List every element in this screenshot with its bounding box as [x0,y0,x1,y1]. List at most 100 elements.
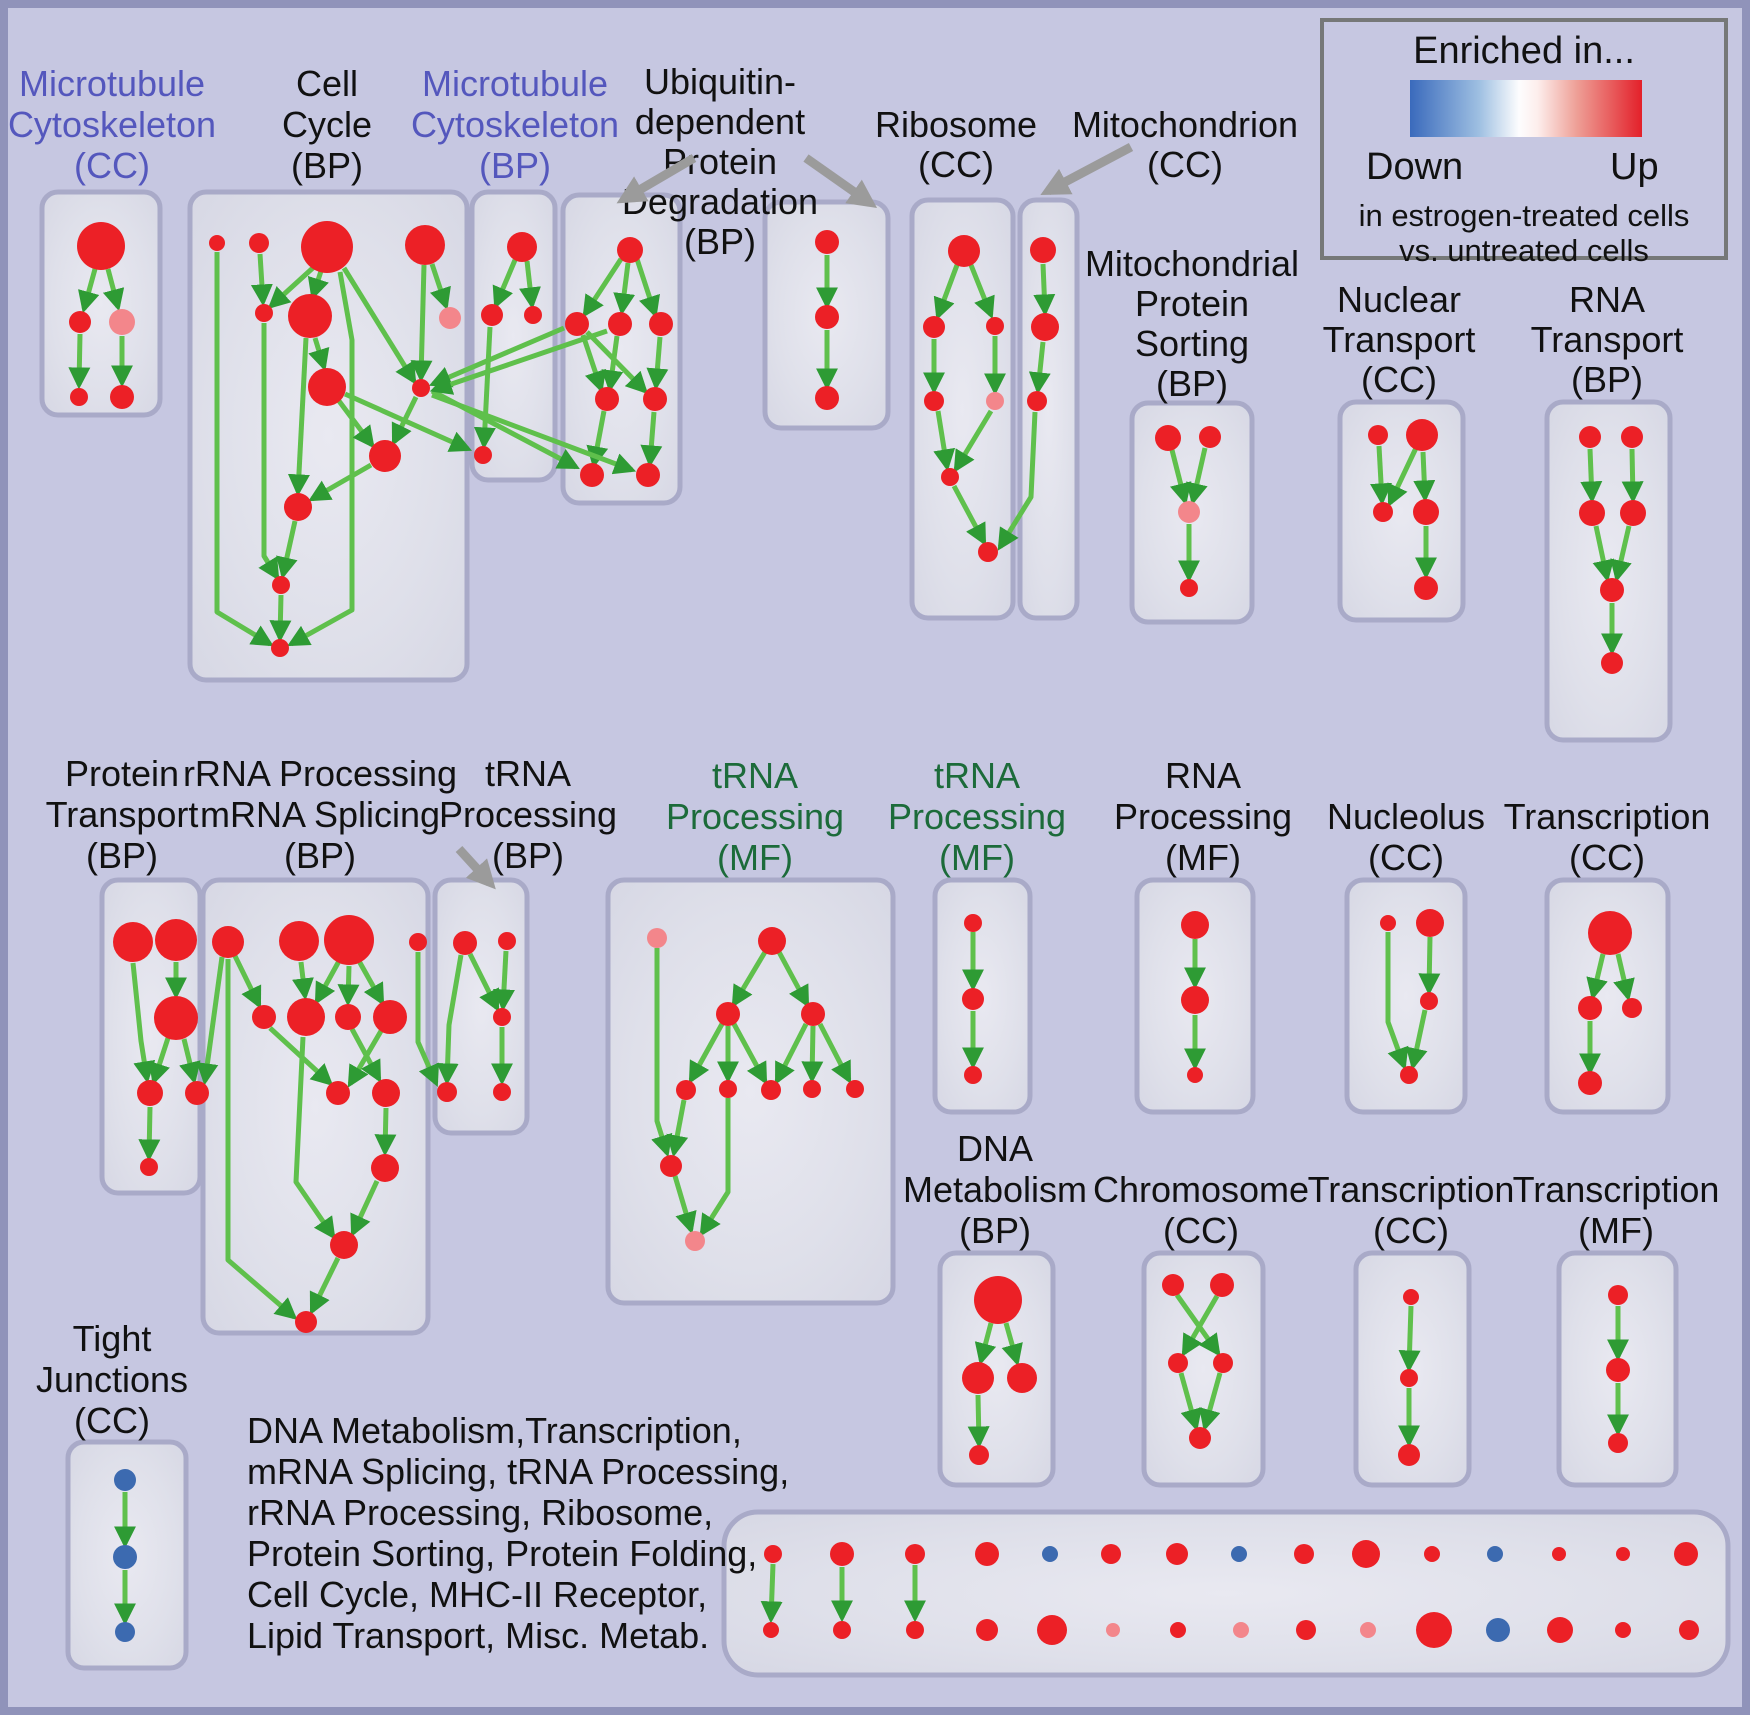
gene-set-node-ubiq-degradation-1-5 [643,387,667,411]
legend-subtitle-1: in estrogen-treated cells [1358,198,1690,233]
cluster-box-microtubule-cc [39,189,163,418]
edge-arrow-trna-processing-bp-1 [492,950,515,1012]
cluster-label-ribosome: Ribosome (CC) [875,104,1037,185]
edge-arrow-nucleolus-0 [1418,936,1441,996]
gene-set-node-trna-processing-mf-1-6 [761,1080,781,1100]
gene-set-node-misc-metabolism-strip-0 [764,1545,782,1563]
cluster-label-rrna-processing-mrna-splicing: rRNA Processing mRNA Splicing (BP) [183,753,457,876]
gene-set-node-ubiq-degradation-2-0 [815,230,839,254]
gene-set-node-misc-metabolism-strip-19 [1037,1615,1067,1645]
gene-set-node-rna-transport-5 [1601,652,1623,674]
edge-arrow-microtubule-bp-1 [519,260,541,310]
gene-set-node-cell-cycle-6 [439,307,461,329]
edge-arrow-transcription-cc-1-1 [1613,953,1635,1002]
gene-set-node-microtubule-cc-1 [69,311,91,333]
gene-set-node-protein-transport-5 [140,1158,158,1176]
gene-set-node-trna-processing-mf-1-2 [716,1002,740,1026]
legend-title: Enriched in... [1413,30,1635,72]
edge-arrow-trna-processing-mf-1-2 [688,1022,725,1084]
gene-set-node-microtubule-bp-2 [524,306,542,324]
edge-arrow-ubiq-degradation-1-8 [640,411,663,468]
gene-set-node-misc-metabolism-strip-4 [1042,1546,1058,1562]
edge-arrow-nuclear-transport-0 [1370,445,1393,506]
cluster-label-transcription-cc-2: Transcription (CC) [1308,1169,1515,1251]
cluster-label-nuclear-transport: Nuclear Transport (CC) [1323,279,1476,400]
gene-set-node-transcription-mf-0 [1608,1285,1628,1305]
gene-set-node-misc-metabolism-strip-6 [1166,1543,1188,1565]
edge-arrow-trna-processing-mf-1-1 [776,950,810,1008]
gene-set-node-misc-metabolism-strip-2 [905,1544,925,1564]
gene-set-node-mitochondrion-2 [1027,391,1047,411]
edge-arrow-trna-processing-mf-1-0 [731,950,768,1008]
edge-arrow-cell-cycle-7 [410,264,433,383]
edge-arrow-ubiq-degradation-1-0 [582,257,624,318]
gene-set-node-misc-metabolism-strip-5 [1101,1544,1121,1564]
gene-set-node-rrna-processing-mrna-splicing-12 [295,1311,317,1333]
edge-arrow-ribosome-6 [951,484,987,546]
gene-set-node-dna-metabolism-1 [962,1362,994,1394]
gene-set-node-protein-transport-4 [185,1081,209,1105]
gene-set-node-misc-metabolism-strip-14 [1674,1542,1698,1566]
gene-set-node-chromosome-4 [1189,1427,1211,1449]
gene-set-node-transcription-mf-2 [1608,1433,1628,1453]
edge-arrow-cell-cycle-11 [337,399,375,449]
gene-set-node-ribosome-5 [941,468,959,486]
gene-set-node-ubiq-degradation-1-1 [565,312,589,336]
edge-arrow-ribosome-0 [933,264,960,321]
gene-set-node-rna-transport-1 [1621,426,1643,448]
cluster-label-nucleolus: Nucleolus (CC) [1327,796,1485,878]
edge-arrow-mito-protein-sorting-0 [1169,449,1192,506]
edge-arrow-chromosome-1 [1181,1294,1220,1357]
edge-arrow-microtubule-cc-1 [102,268,125,312]
gene-set-node-trna-processing-mf-1-10 [685,1231,705,1251]
edge-arrow-dna-metabolism-0 [974,1322,997,1366]
cluster-label-chromosome: Chromosome (CC) [1093,1169,1309,1251]
gene-set-node-trna-processing-mf-1-7 [803,1080,821,1098]
gene-set-node-rna-processing-mf-1 [1181,986,1209,1014]
edge-arrow-trna-processing-mf-1-6 [801,1025,824,1084]
gene-set-node-tight-junctions-1 [113,1545,137,1569]
edge-arrow-rrna-processing-mrna-splicing-2 [314,959,342,1005]
gene-set-node-trna-processing-bp-3 [437,1082,457,1102]
edge-arrow-mitochondrion-0 [1033,263,1056,317]
edge-arrow-cell-cycle-3 [307,270,329,301]
gene-set-node-misc-metabolism-strip-21 [1170,1622,1186,1638]
cluster-label-tight-junctions: Tight Junctions (CC) [36,1318,188,1441]
cluster-label-microtubule-cc: Microtubule Cytoskeleton (CC) [8,63,216,186]
gene-set-node-misc-metabolism-strip-25 [1416,1612,1452,1648]
gene-set-node-nuclear-transport-0 [1368,425,1388,445]
cluster-box-rna-transport [1544,399,1673,743]
gene-set-node-transcription-mf-1 [1606,1358,1630,1382]
gene-set-node-rna-processing-mf-0 [1181,911,1209,939]
gene-set-node-misc-metabolism-strip-12 [1552,1547,1566,1561]
edge-arrow-trna-processing-mf-1-4 [731,1022,768,1085]
gene-set-node-nucleolus-3 [1400,1066,1418,1084]
edge-arrow-rrna-processing-mrna-splicing-10 [350,1179,380,1237]
edge-arrow-microtubule-bp-0 [492,259,518,310]
edge-arrow-cell-cycle-15 [269,594,292,643]
edge-arrow-cell-cycle-10 [258,323,280,581]
gene-set-node-misc-metabolism-strip-15 [763,1622,779,1638]
cluster-box-mitochondrion [1017,197,1080,621]
gene-set-node-rna-transport-3 [1620,500,1646,526]
gene-set-node-rrna-processing-mrna-splicing-5 [287,998,325,1036]
gene-set-node-cell-cycle-10 [284,493,312,521]
edge-arrow-cell-cycle-0 [214,252,274,647]
edge-arrow-trna-processing-mf-1-9 [666,1099,689,1158]
gene-set-node-rrna-processing-mrna-splicing-10 [371,1154,399,1182]
edge-arrow-protein-transport-0 [130,962,156,1084]
legend-up-label: Up [1610,146,1659,188]
gene-set-node-misc-metabolism-strip-20 [1106,1623,1120,1637]
gene-set-node-rrna-processing-mrna-splicing-11 [330,1231,358,1259]
gene-set-node-microtubule-cc-4 [110,385,134,409]
edge-arrow-cell-cycle-8 [308,337,330,372]
edge-arrow-trna-processing-bp-0 [467,952,500,1012]
gene-set-node-transcription-cc-1-1 [1578,996,1602,1020]
gene-set-node-nucleolus-2 [1420,992,1438,1010]
gene-set-node-trna-processing-bp-4 [493,1083,511,1101]
gene-set-node-rrna-processing-mrna-splicing-6 [335,1004,361,1030]
gene-set-node-microtubule-bp-0 [507,232,537,262]
edge-arrow-rrna-processing-mrna-splicing-8 [374,1107,397,1157]
gene-set-node-trna-processing-bp-0 [453,931,477,955]
